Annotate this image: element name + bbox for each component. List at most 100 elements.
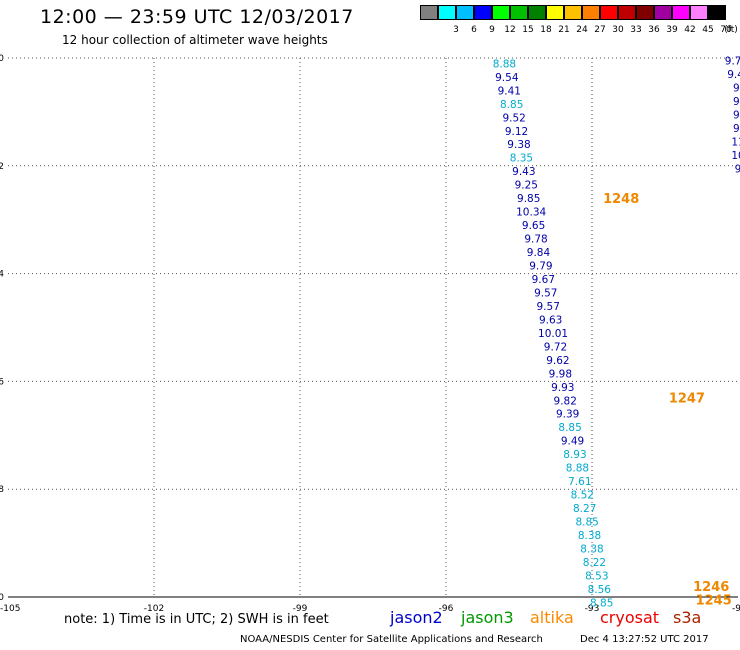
wave-height-label: 10	[731, 150, 740, 162]
y-tick-label: -44	[0, 270, 4, 280]
x-tick-label: -90	[732, 604, 740, 614]
wave-height-label: 9.43	[512, 166, 535, 178]
legend-label: 15	[522, 25, 534, 35]
legend-swatch	[528, 5, 546, 20]
legend-swatch	[582, 5, 600, 20]
footer-note: note: 1) Time is in UTC; 2) SWH is in fe…	[64, 612, 329, 627]
legend-label: 12	[504, 25, 516, 35]
legend-swatch	[438, 5, 456, 20]
legend-label: 3	[453, 25, 459, 35]
y-tick-label: -48	[0, 485, 4, 495]
legend-swatch	[474, 5, 492, 20]
wave-height-label: 9.39	[556, 409, 579, 421]
x-tick-label: -102	[144, 604, 164, 614]
x-tick-label: -96	[439, 604, 454, 614]
wave-height-label: 8.88	[566, 463, 589, 475]
wave-height-label: 9.52	[502, 112, 525, 124]
satellite-s3a: s3a	[673, 608, 702, 627]
y-tick-label: -50	[0, 593, 4, 603]
legend-swatch	[672, 5, 690, 20]
legend-swatch	[600, 5, 618, 20]
track-time-label: 1247	[669, 392, 705, 407]
legend-label: 70	[720, 25, 732, 35]
wave-height-label: 9.7	[725, 56, 740, 68]
wave-height-label: 8.85	[590, 597, 613, 609]
track-time-label: 1248	[603, 192, 639, 207]
legend-swatch	[636, 5, 654, 20]
x-tick-label: -99	[293, 604, 308, 614]
wave-height-label: 7.61	[568, 476, 591, 488]
x-tick-label: -105	[0, 604, 20, 614]
legend-swatch	[564, 5, 582, 20]
wave-height-label: 9.65	[522, 220, 545, 232]
wave-height-label: 9	[735, 163, 740, 175]
legend-label: 33	[630, 25, 642, 35]
legend-label: 18	[540, 25, 552, 35]
wave-height-label: 9.12	[505, 126, 528, 138]
wave-height-label: 8.85	[558, 422, 581, 434]
wave-height-label: 9.79	[529, 261, 552, 273]
satellite-altika: altika	[530, 608, 574, 627]
data-labels: 8.889.549.418.859.529.129.388.359.439.25…	[493, 56, 740, 610]
legend-label: 24	[576, 25, 588, 35]
legend-swatch	[420, 5, 438, 20]
track-time-label: 1246	[693, 580, 729, 595]
legend-label: 45	[702, 25, 714, 35]
wave-height-label: 9.63	[539, 314, 562, 326]
track-time-label: 1245	[696, 594, 732, 609]
wave-height-label: 9.84	[527, 247, 551, 259]
legend-swatch	[618, 5, 636, 20]
legend-label: 27	[594, 25, 606, 35]
legend-label: 36	[648, 25, 660, 35]
wave-height-label: 9.	[733, 110, 740, 122]
wave-height-label: 8.27	[573, 503, 596, 515]
chart-title: 12:00 — 23:59 UTC 12/03/2017	[40, 6, 354, 28]
wave-height-label: 10.01	[538, 328, 568, 340]
satellite-cryosat: cryosat	[600, 608, 660, 627]
wave-height-label: 9.82	[554, 395, 577, 407]
wave-height-label: 8.38	[578, 530, 601, 542]
wave-height-label: 8.35	[510, 153, 533, 165]
wave-height-label: 9.	[733, 123, 740, 135]
credit-text: NOAA/NESDIS Center for Satellite Applica…	[240, 634, 543, 645]
wave-height-label: 8.93	[563, 449, 586, 461]
legend-swatch	[708, 5, 726, 20]
wave-height-label: 9.49	[561, 436, 584, 448]
wave-height-label: 8.22	[583, 557, 606, 569]
satellite-jason2: jason2	[390, 608, 443, 627]
wave-height-label: 9.57	[537, 301, 560, 313]
legend-label: 39	[666, 25, 678, 35]
wave-height-label: 9.	[733, 96, 740, 108]
chart-subtitle: 12 hour collection of altimeter wave hei…	[62, 33, 328, 47]
wave-height-label: 9.78	[524, 234, 547, 246]
legend-label: 6	[471, 25, 477, 35]
legend-swatch	[510, 5, 528, 20]
x-tick-label: -93	[585, 604, 600, 614]
wave-height-label: 9.62	[546, 355, 569, 367]
legend-swatch	[456, 5, 474, 20]
wave-height-label: 8.85	[500, 99, 523, 111]
wave-height-label: 8.38	[580, 543, 603, 555]
wave-height-label: 9.57	[534, 287, 557, 299]
wave-height-label: 9.67	[532, 274, 555, 286]
legend-swatch	[654, 5, 672, 20]
wave-height-label: 11	[731, 137, 740, 149]
wave-height-label: 10.34	[516, 207, 546, 219]
wave-height-label: 8.52	[571, 490, 594, 502]
wave-height-label: 9.	[733, 83, 740, 95]
wave-height-label: 9.41	[498, 85, 521, 97]
legend-label: 9	[489, 25, 495, 35]
wave-height-label: 9.85	[517, 193, 540, 205]
satellite-jason3: jason3	[461, 608, 514, 627]
wave-height-label: 8.56	[588, 584, 612, 596]
legend-unit: (ft)	[724, 25, 738, 35]
wave-height-label: 9.72	[544, 341, 567, 353]
y-tick-label: -40	[0, 54, 4, 64]
legend-swatch	[690, 5, 708, 20]
grid	[8, 57, 738, 597]
wave-height-label: 9.98	[549, 368, 572, 380]
legend-swatch	[546, 5, 564, 20]
wave-height-label: 9.54	[495, 72, 519, 84]
wave-height-label: 9.38	[507, 139, 530, 151]
